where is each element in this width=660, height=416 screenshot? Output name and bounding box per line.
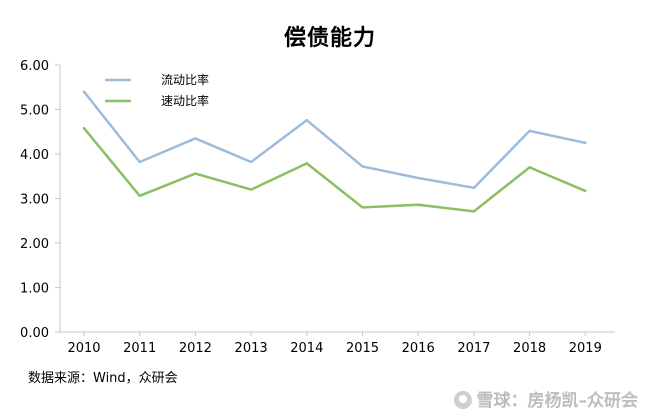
y-tick-label: 0.00 (20, 326, 49, 341)
x-tick-label: 2012 (179, 341, 212, 356)
y-tick-label: 1.00 (20, 282, 49, 297)
x-tick-label: 2013 (235, 341, 268, 356)
data-point (584, 141, 587, 145)
x-tick-label: 2016 (402, 341, 435, 356)
data-point (361, 206, 364, 209)
data-point (417, 176, 420, 180)
data-point (194, 137, 197, 140)
legend-label: 流动比率 (161, 72, 209, 87)
x-tick-label: 2010 (67, 341, 100, 356)
data-point (361, 165, 364, 168)
data-point (138, 194, 141, 198)
data-point (584, 189, 587, 193)
data-point (249, 188, 253, 191)
watermark: 雪球：房杨凯–众研会 (453, 386, 639, 411)
x-tick-label: 2017 (457, 341, 490, 356)
series-lines (82, 90, 587, 213)
watermark-text: 雪球：房杨凯–众研会 (476, 391, 639, 411)
data-point (528, 129, 531, 133)
x-tick-label: 2011 (123, 341, 156, 356)
chart-axes (59, 65, 615, 333)
x-tick-label: 2018 (513, 341, 546, 356)
x-tick-label: 2014 (290, 341, 323, 356)
data-point (472, 186, 476, 190)
data-point (305, 118, 308, 122)
data-point (82, 90, 86, 93)
data-point (194, 172, 197, 175)
y-tick-label: 5.00 (20, 104, 49, 119)
data-point (417, 203, 420, 206)
x-tick-label: 2019 (569, 341, 602, 356)
data-point (305, 162, 308, 165)
data-point (528, 166, 531, 169)
y-axis-ticks: 0.00 1.00 2.00 3.00 4.00 5.00 6.00 (20, 59, 60, 341)
series-line-current-ratio (82, 90, 587, 190)
data-point (472, 210, 476, 213)
y-tick-label: 3.00 (20, 193, 49, 208)
y-tick-label: 4.00 (20, 148, 49, 163)
series-line-quick-ratio (82, 126, 587, 213)
chart-title: 偿债能力 (283, 26, 376, 51)
snowball-logo-icon (453, 391, 472, 409)
data-point (249, 160, 253, 164)
y-tick-label: 2.00 (20, 237, 49, 252)
legend-label: 速动比率 (161, 93, 209, 108)
x-axis-ticks: 2010 2011 2012 2013 2014 2015 2016 2017 2018 2019 (67, 332, 602, 356)
x-tick-label: 2015 (346, 341, 379, 356)
data-point (82, 126, 86, 130)
source-note: 数据来源：Wind，众研会 (28, 371, 178, 386)
y-tick-label: 6.00 (20, 59, 49, 74)
data-point (138, 160, 141, 164)
